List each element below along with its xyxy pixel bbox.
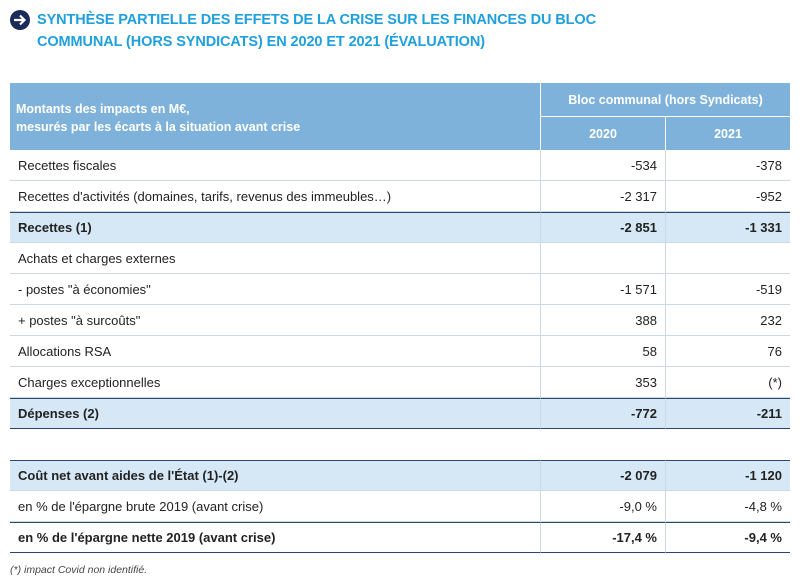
- value-cell: -211: [665, 398, 790, 429]
- label-cell: Recettes d'activités (domaines, tarifs, …: [10, 181, 540, 212]
- value-cell: -1 331: [665, 212, 790, 243]
- value-cell: -378: [665, 150, 790, 181]
- label-cell: Recettes (1): [10, 212, 540, 243]
- value-cell: -952: [665, 181, 790, 212]
- value-cell: -772: [540, 398, 665, 429]
- label-cell: Charges exceptionnelles: [10, 367, 540, 398]
- label-cell: Achats et charges externes: [10, 243, 540, 274]
- value-cell: -519: [665, 274, 790, 305]
- label-cell: Recettes fiscales: [10, 150, 540, 181]
- header-label: Montants des impacts en M€, mesurés par …: [10, 83, 540, 150]
- value-cell: -9,4 %: [665, 522, 790, 553]
- arrow-icon: [10, 10, 30, 30]
- label-cell: - postes "à économies": [10, 274, 540, 305]
- value-cell: [665, 243, 790, 274]
- header-text: mesurés par les écarts à la situation av…: [16, 120, 301, 134]
- label-cell: en % de l'épargne brute 2019 (avant cris…: [10, 491, 540, 522]
- label-cell: en % de l'épargne nette 2019 (avant cris…: [10, 522, 540, 553]
- value-cell: -9,0 %: [540, 491, 665, 522]
- value-cell: 388: [540, 305, 665, 336]
- footnote: (*) impact Covid non identifié.: [10, 564, 148, 576]
- value-cell: -17,4 %: [540, 522, 665, 553]
- value-cell: -534: [540, 150, 665, 181]
- value-cell: [540, 243, 665, 274]
- value-cell: -4,8 %: [665, 491, 790, 522]
- header-year: 2021: [665, 117, 790, 150]
- label-cell: Coût net avant aides de l'État (1)-(2): [10, 460, 540, 491]
- label-cell: Dépenses (2): [10, 398, 540, 429]
- value-cell: -2 851: [540, 212, 665, 243]
- label-cell: + postes "à surcoûts": [10, 305, 540, 336]
- value-cell: -2 079: [540, 460, 665, 491]
- value-cell: (*): [665, 367, 790, 398]
- value-cell: 58: [540, 336, 665, 367]
- title-line: SYNTHÈSE PARTIELLE DES EFFETS DE LA CRIS…: [37, 12, 596, 28]
- header-year: 2020: [540, 117, 665, 150]
- label-cell: Allocations RSA: [10, 336, 540, 367]
- value-cell: 353: [540, 367, 665, 398]
- header-group: Bloc communal (hors Syndicats): [540, 83, 790, 117]
- value-cell: 76: [665, 336, 790, 367]
- value-cell: -1 120: [665, 460, 790, 491]
- title-line: COMMUNAL (HORS SYNDICATS) EN 2020 ET 202…: [37, 34, 485, 50]
- value-cell: -1 571: [540, 274, 665, 305]
- value-cell: -2 317: [540, 181, 665, 212]
- value-cell: 232: [665, 305, 790, 336]
- header-text: Montants des impacts en M€,: [16, 102, 190, 116]
